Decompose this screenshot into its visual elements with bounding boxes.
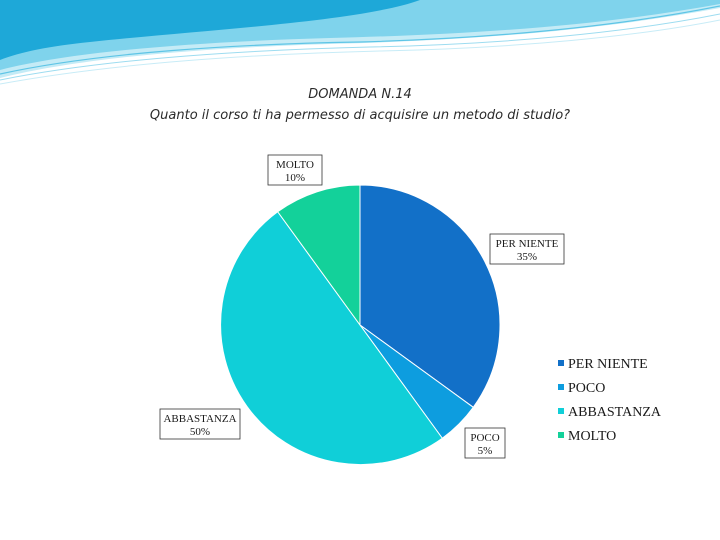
pie-slice-abbastanza bbox=[220, 211, 443, 466]
legend-label: POCO bbox=[568, 381, 605, 396]
data-label-category: ABBASTANZA bbox=[163, 413, 236, 425]
header-wave-decoration bbox=[0, 0, 720, 85]
legend-item-poco: POCO bbox=[558, 381, 605, 396]
legend-swatch bbox=[558, 360, 564, 366]
legend-label: MOLTO bbox=[568, 429, 616, 444]
legend-label: ABBASTANZA bbox=[568, 405, 662, 420]
legend-item-molto: MOLTO bbox=[558, 429, 616, 444]
data-label-category: MOLTO bbox=[276, 159, 314, 171]
pie-slice-molto bbox=[277, 184, 361, 327]
legend-item-abbastanza: ABBASTANZA bbox=[558, 405, 662, 420]
pie-slice-per-niente bbox=[359, 184, 501, 408]
data-label-value: 5% bbox=[478, 445, 493, 457]
legend-swatch bbox=[558, 408, 564, 414]
chart-title: DOMANDA N.14 bbox=[308, 87, 412, 102]
legend-label: PER NIENTE bbox=[568, 357, 648, 372]
data-label-category: PER NIENTE bbox=[496, 238, 559, 250]
data-label-value: 10% bbox=[285, 172, 305, 184]
legend-swatch bbox=[558, 384, 564, 390]
chart-subtitle: Quanto il corso ti ha permesso di acquis… bbox=[149, 108, 571, 123]
legend-item-per-niente: PER NIENTE bbox=[558, 357, 648, 372]
data-label-category: POCO bbox=[470, 432, 499, 444]
data-label-value: 35% bbox=[517, 251, 537, 263]
data-label-value: 50% bbox=[190, 426, 210, 438]
legend-swatch bbox=[558, 432, 564, 438]
